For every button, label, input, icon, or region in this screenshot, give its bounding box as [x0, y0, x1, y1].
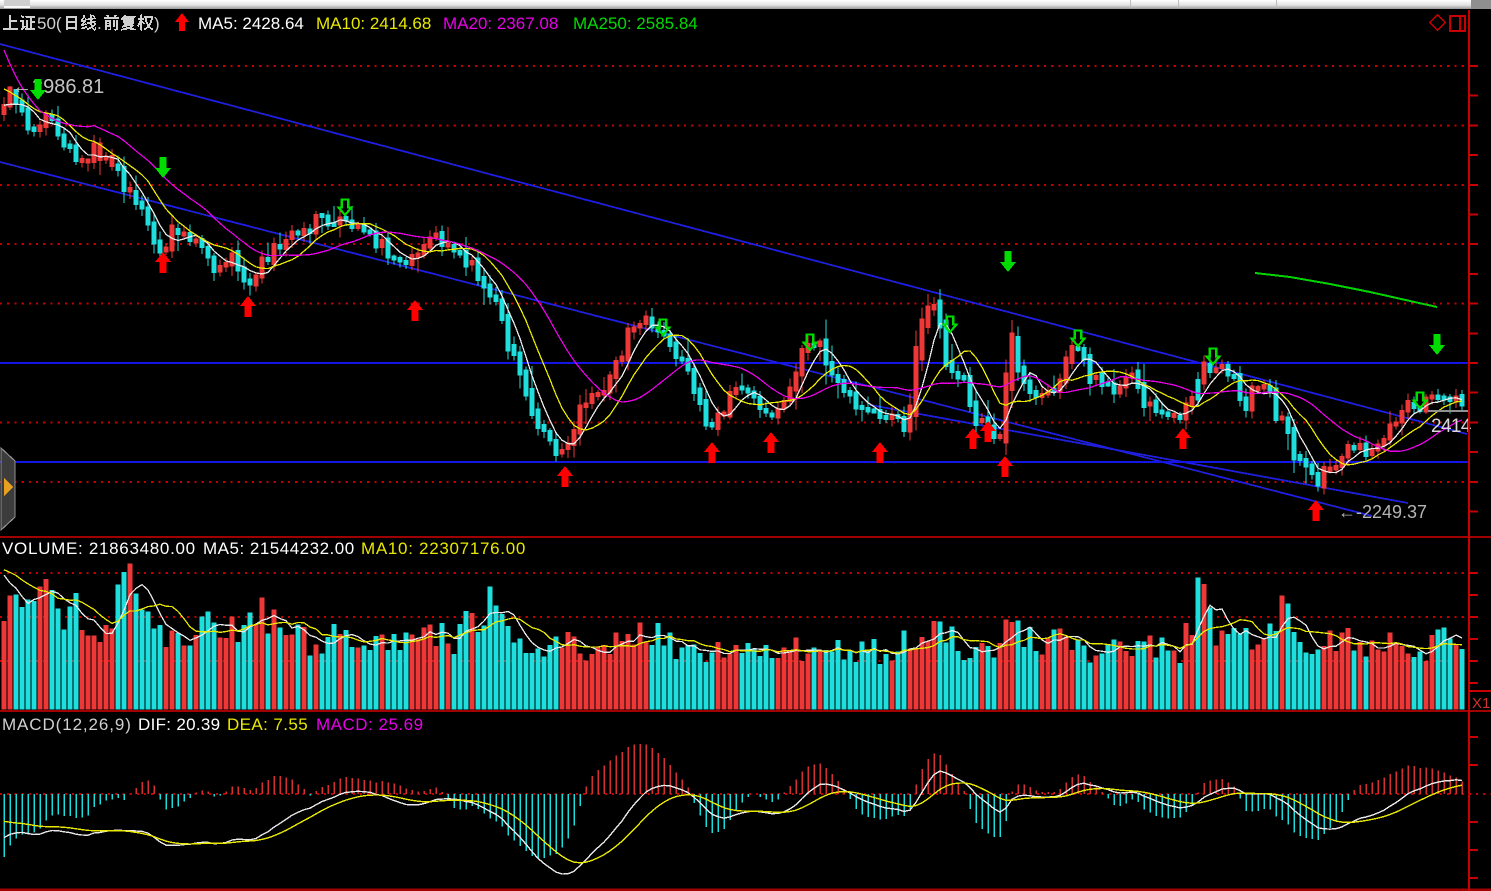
- svg-text:MA10: 22307176.00: MA10: 22307176.00: [361, 539, 526, 558]
- svg-text:MA5: 21544232.00: MA5: 21544232.00: [203, 539, 355, 558]
- svg-text:MACD: 25.69: MACD: 25.69: [316, 715, 424, 734]
- svg-text:DEA: 7.55: DEA: 7.55: [227, 715, 308, 734]
- svg-text:←2986.81: ←2986.81: [12, 76, 104, 98]
- svg-text:DIF: 20.39: DIF: 20.39: [138, 715, 220, 734]
- svg-text:MA250: 2585.84: MA250: 2585.84: [573, 14, 698, 33]
- svg-text:MA5: 2428.64: MA5: 2428.64: [198, 14, 304, 33]
- svg-text:VOLUME: 21863480.00: VOLUME: 21863480.00: [2, 539, 196, 558]
- svg-text:MA10: 2414.68: MA10: 2414.68: [316, 14, 431, 33]
- svg-text:MACD(12,26,9): MACD(12,26,9): [2, 715, 132, 734]
- svg-text:50(: 50(: [37, 14, 62, 33]
- svg-text:.: .: [97, 14, 102, 33]
- svg-text:MA20: 2367.08: MA20: 2367.08: [443, 14, 558, 33]
- svg-text:←-2249.37: ←-2249.37: [1338, 502, 1427, 522]
- svg-text:): ): [154, 14, 160, 33]
- svg-text:2414: 2414: [1431, 416, 1472, 437]
- svg-text:X1: X1: [1472, 695, 1490, 712]
